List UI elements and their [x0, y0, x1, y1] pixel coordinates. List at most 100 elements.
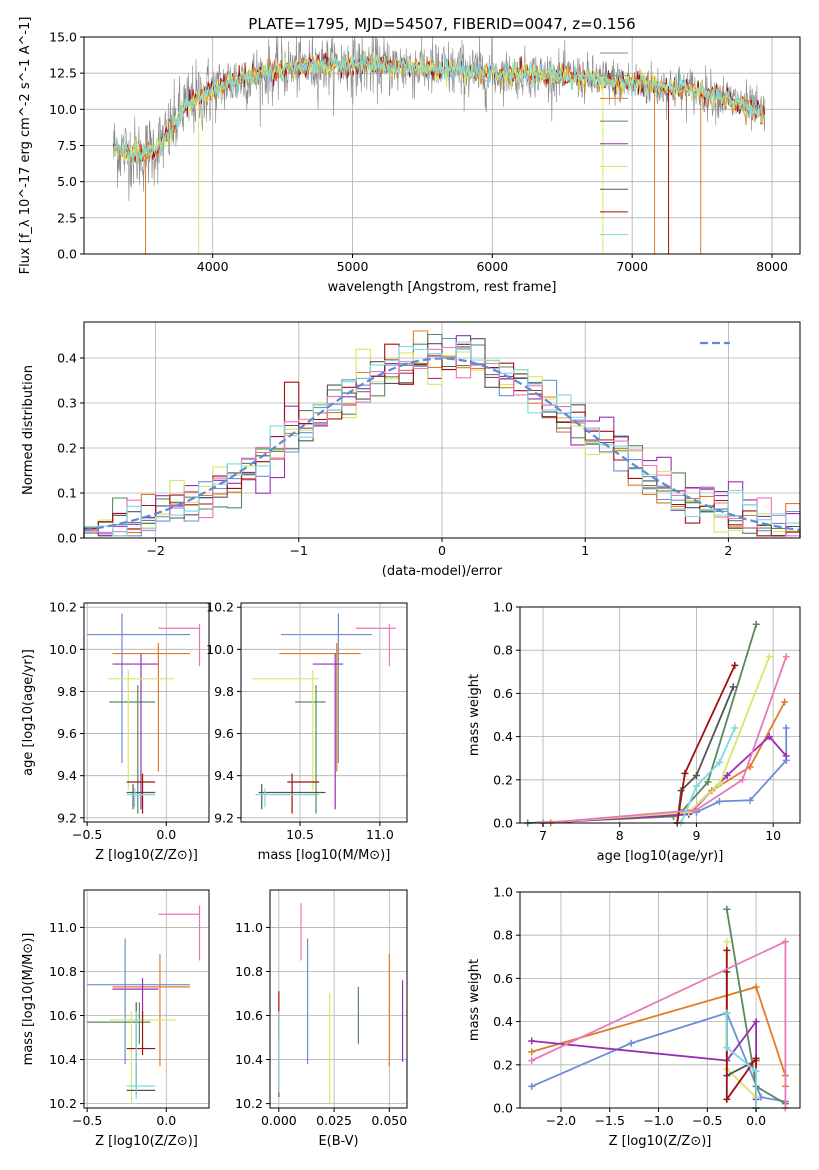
y-tick-label: 0.0: [493, 816, 513, 831]
y-tick-label: 0.2: [493, 1057, 513, 1072]
y-tick-label: 0.4: [57, 351, 77, 366]
weight-marker: [731, 661, 739, 669]
weight-series: [528, 938, 789, 1112]
weight-marker: [715, 759, 723, 767]
weight-line: [550, 701, 786, 824]
weight-marker: [723, 1095, 731, 1103]
error-bar-point: [252, 670, 320, 791]
legend: [600, 52, 628, 236]
y-axis-label: age [log10(age/yr)]: [21, 649, 36, 776]
y-tick-label: 10.8: [49, 964, 77, 979]
y-tick-label: 9.8: [214, 684, 234, 699]
model-spectrum-line: [112, 54, 765, 166]
x-tick-label: −0.5: [72, 827, 102, 842]
y-tick-label: 0.3: [57, 396, 77, 411]
weight-marker: [723, 946, 731, 954]
weight-marker: [704, 778, 712, 786]
x-tick-label: −2.0: [546, 1113, 576, 1128]
weight-marker: [692, 782, 700, 790]
axes-spectrum: 4000 5000 6000 7000 8000 0.0 2.5 5.0 7.5 10.0 12.5…: [18, 17, 801, 295]
weight-marker: [715, 780, 723, 788]
x-tick-label: 8: [616, 828, 624, 843]
axes-frame: [519, 891, 801, 1109]
y-tick-label: 0.6: [493, 971, 513, 986]
error-bar-point: [87, 938, 191, 1064]
weight-marker: [528, 1056, 536, 1064]
axes-frame: [83, 889, 210, 1109]
x-tick-label: 0.0: [746, 1113, 766, 1128]
error-bar-point: [107, 670, 175, 791]
weight-marker: [782, 724, 790, 732]
plot-area: [278, 903, 404, 1104]
y-axis-label: Flux [f_λ 10^-17 erg cm^-2 s^-1 A^-1]: [18, 17, 33, 275]
axes-weight_vs_Z: −2.0 −1.5 −1.0 −0.5 0.0 0.0 0.2 0.4 0.6 0.8 1.0 Z […: [467, 885, 801, 1149]
axes-age_vs_Z: −0.5 0.0 9.2 9.4 9.6 9.8 10.0 10.2 Z [log10(Z/Z⊙…: [21, 600, 210, 863]
weight-marker: [782, 752, 790, 760]
y-tick-label: 10.8: [235, 964, 263, 979]
weight-marker: [715, 797, 723, 805]
x-tick-label: 9: [692, 828, 700, 843]
weight-line: [531, 1018, 757, 1100]
x-tick-label: 0.025: [316, 1113, 352, 1128]
weight-marker: [692, 771, 700, 779]
x-tick-label: 0.0: [156, 1113, 176, 1128]
x-axis-label: (data-model)/error: [382, 564, 503, 579]
weight-series: [528, 1018, 760, 1103]
y-tick-label: 0.2: [493, 772, 513, 787]
x-axis-label: mass [log10(M/M⊙)]: [258, 848, 391, 863]
axes-frame: [240, 602, 408, 823]
y-tick-label: 10.6: [49, 1008, 77, 1023]
error-bar-point: [126, 784, 156, 810]
x-axis-label: Z [log10(Z/Z⊙)]: [95, 1134, 198, 1149]
weight-marker: [528, 1048, 536, 1056]
weight-series: [539, 653, 790, 827]
histogram-steps: [83, 341, 801, 538]
y-tick-label: 10.0: [49, 642, 77, 657]
y-tick-label: 0.0: [57, 247, 77, 262]
x-tick-label: −2: [146, 543, 164, 558]
weight-series: [673, 661, 739, 827]
plot-area: [112, 36, 766, 254]
y-tick-label: 7.5: [57, 138, 77, 153]
weight-marker: [627, 1039, 635, 1047]
y-tick-label: 0.8: [493, 643, 513, 658]
y-tick-label: 10.2: [49, 600, 77, 615]
x-axis-label: Z [log10(Z/Z⊙)]: [95, 848, 198, 863]
y-tick-label: 0.0: [493, 1101, 513, 1116]
error-bar-point: [158, 905, 201, 961]
y-axis-label: mass weight: [467, 959, 482, 1041]
weight-line: [676, 686, 735, 824]
x-tick-label: 6000: [476, 259, 508, 274]
x-tick-label: 4000: [197, 259, 229, 274]
error-bar-point: [280, 613, 372, 764]
error-bar-point: [355, 624, 396, 667]
y-tick-label: 9.6: [57, 726, 77, 741]
y-tick-label: 10.4: [49, 1052, 77, 1067]
figure-title: PLATE=1795, MJD=54507, FIBERID=0047, z=0…: [248, 15, 635, 33]
y-tick-label: 10.2: [206, 600, 234, 615]
grid: [241, 603, 407, 822]
error-bar-point: [126, 788, 156, 808]
axes-age_vs_mass: 10.5 11.0 9.2 9.4 9.6 9.8 10.0 10.2 mass [log10(…: [206, 600, 408, 863]
x-tick-label: 0.050: [371, 1113, 407, 1128]
weight-line: [542, 728, 788, 824]
weight-marker: [738, 776, 746, 784]
y-axis-label: mass weight: [467, 674, 482, 756]
grid: [84, 603, 209, 822]
plot-area: [83, 330, 801, 538]
x-axis-label: E(B-V): [318, 1134, 358, 1149]
y-tick-label: 0.6: [493, 686, 513, 701]
error-bar-point: [312, 653, 344, 810]
x-tick-label: 1: [581, 543, 589, 558]
x-tick-label: 10: [765, 828, 781, 843]
weight-marker: [782, 653, 790, 661]
weight-marker: [752, 983, 760, 991]
weight-marker: [692, 806, 700, 814]
plot-area: [524, 620, 790, 827]
x-tick-label: 5000: [337, 259, 369, 274]
grid: [270, 890, 407, 1108]
y-tick-label: 1.0: [493, 885, 513, 900]
weight-marker: [723, 1044, 731, 1052]
data-spectrum-line: [113, 36, 766, 202]
y-tick-label: 11.0: [49, 920, 77, 935]
